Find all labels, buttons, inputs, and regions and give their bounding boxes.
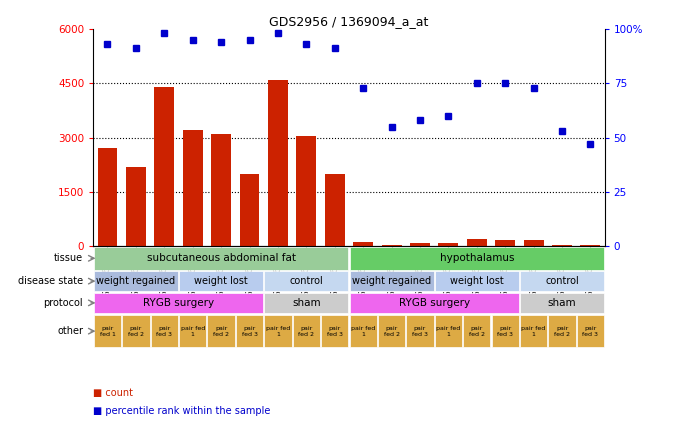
Bar — [350, 315, 377, 348]
Bar — [264, 315, 292, 348]
Bar — [151, 315, 178, 348]
Bar — [179, 315, 207, 348]
Text: pair
fed 3: pair fed 3 — [242, 326, 258, 337]
Text: pair
fed 3: pair fed 3 — [156, 326, 172, 337]
Text: weight lost: weight lost — [450, 276, 504, 286]
Text: RYGB surgery: RYGB surgery — [399, 298, 470, 308]
Text: pair fed
1: pair fed 1 — [522, 326, 546, 337]
Bar — [406, 315, 434, 348]
Bar — [520, 315, 547, 348]
Bar — [207, 315, 235, 348]
Bar — [410, 243, 430, 246]
Bar — [350, 271, 434, 291]
Bar — [94, 271, 178, 291]
Text: pair
fed 2: pair fed 2 — [128, 326, 144, 337]
Bar — [381, 245, 401, 246]
Text: subcutaneous abdominal fat: subcutaneous abdominal fat — [146, 253, 296, 263]
Bar — [350, 293, 519, 313]
Text: weight lost: weight lost — [194, 276, 248, 286]
Bar — [580, 245, 600, 246]
Bar — [520, 271, 604, 291]
Bar — [264, 293, 348, 313]
Text: weight regained: weight regained — [96, 276, 176, 286]
Text: tissue: tissue — [54, 253, 83, 263]
Bar — [122, 315, 149, 348]
Bar — [293, 315, 320, 348]
Text: control: control — [545, 276, 579, 286]
Bar — [325, 174, 345, 246]
Bar — [495, 240, 515, 246]
Bar — [154, 87, 174, 246]
Text: other: other — [57, 326, 83, 336]
Bar — [378, 315, 405, 348]
Bar — [97, 148, 117, 246]
Text: pair
fed 2: pair fed 2 — [468, 326, 485, 337]
Bar — [577, 315, 604, 348]
Bar — [491, 315, 519, 348]
Text: pair fed
1: pair fed 1 — [266, 326, 290, 337]
Bar — [350, 247, 604, 270]
Bar — [264, 271, 348, 291]
Text: sham: sham — [292, 298, 321, 308]
Text: RYGB surgery: RYGB surgery — [143, 298, 214, 308]
Bar — [240, 174, 259, 246]
Bar — [467, 239, 486, 246]
Bar — [94, 293, 263, 313]
Text: pair fed
1: pair fed 1 — [436, 326, 460, 337]
Bar — [435, 315, 462, 348]
Bar — [463, 315, 491, 348]
Bar — [353, 242, 373, 246]
Bar — [179, 271, 263, 291]
Text: pair
fed 2: pair fed 2 — [213, 326, 229, 337]
Title: GDS2956 / 1369094_a_at: GDS2956 / 1369094_a_at — [269, 15, 428, 28]
Bar — [268, 79, 288, 246]
Text: protocol: protocol — [44, 298, 83, 308]
Text: control: control — [290, 276, 323, 286]
Bar — [524, 240, 544, 246]
Text: pair
fed 3: pair fed 3 — [583, 326, 598, 337]
Bar — [552, 245, 572, 246]
Bar — [182, 131, 202, 246]
Text: pair
fed 2: pair fed 2 — [554, 326, 570, 337]
Bar — [520, 293, 604, 313]
Text: pair
fed 3: pair fed 3 — [498, 326, 513, 337]
Bar — [236, 315, 263, 348]
Bar — [321, 315, 348, 348]
Text: pair
fed 3: pair fed 3 — [327, 326, 343, 337]
Bar — [296, 136, 316, 246]
Text: disease state: disease state — [18, 276, 83, 286]
Text: pair
fed 2: pair fed 2 — [299, 326, 314, 337]
Text: sham: sham — [548, 298, 576, 308]
Text: ■ count: ■ count — [93, 388, 133, 398]
Text: pair
fed 2: pair fed 2 — [384, 326, 399, 337]
Bar — [438, 243, 458, 246]
Text: weight regained: weight regained — [352, 276, 431, 286]
Text: pair fed
1: pair fed 1 — [180, 326, 205, 337]
Bar — [94, 247, 348, 270]
Text: pair
fed 1: pair fed 1 — [100, 326, 115, 337]
Text: ■ percentile rank within the sample: ■ percentile rank within the sample — [93, 406, 271, 416]
Text: pair fed
1: pair fed 1 — [351, 326, 375, 337]
Bar — [435, 271, 519, 291]
Text: pair
fed 3: pair fed 3 — [412, 326, 428, 337]
Bar — [549, 315, 576, 348]
Bar — [126, 166, 146, 246]
Bar — [94, 315, 121, 348]
Bar — [211, 134, 231, 246]
Text: hypothalamus: hypothalamus — [439, 253, 514, 263]
